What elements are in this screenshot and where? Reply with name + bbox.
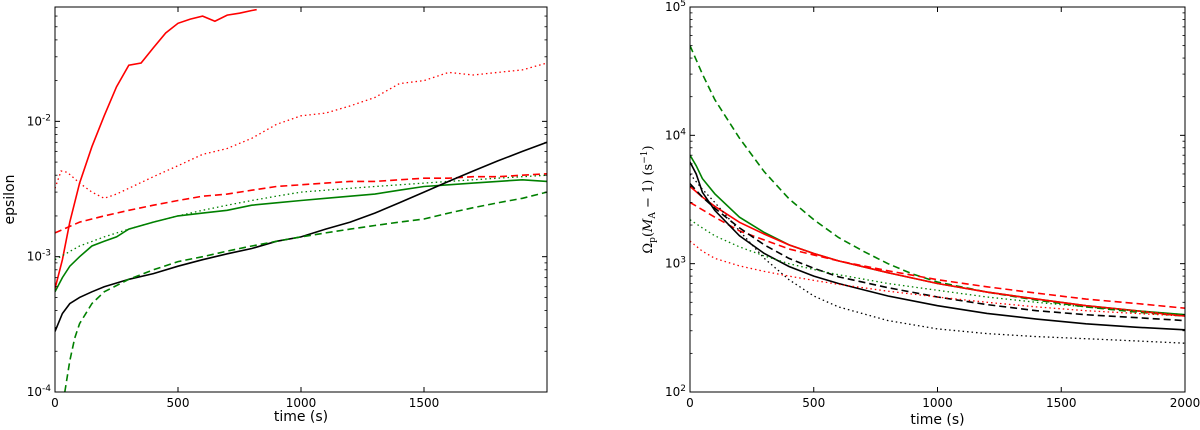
left-series-group (55, 8, 547, 392)
left-x-tick-label: 1000 (286, 396, 317, 410)
left-y-axis-label: epsilon (2, 174, 18, 224)
left-x-axis-label: time (s) (274, 409, 328, 425)
right-y-tick-label: 104 (665, 127, 686, 142)
left-chart: 0 500 1000 1500 10-4 10-3 10-2 time (s) epsilo… (2, 6, 548, 425)
left-x-tick-label: 500 (167, 396, 190, 410)
left-x-tick-label: 1500 (409, 396, 440, 410)
right-series-group (690, 45, 1185, 344)
right-chart: 0 500 1000 1500 2000 102 103 104 105 time (s) Ωp… (640, 0, 1200, 428)
right-y-tick-label: 105 (665, 0, 686, 14)
right-series-6-dotted-line (690, 219, 1185, 316)
left-series-0-solid-line (55, 8, 257, 289)
right-series-4-solid-line (690, 161, 1185, 331)
right-series-3-dashed-line (690, 201, 1185, 309)
left-series-3-dotted-line (55, 174, 547, 261)
right-x-tick-label: 1000 (922, 396, 953, 410)
left-y-tick-label: 10-2 (27, 113, 51, 128)
right-series-8-dotted-line (690, 240, 1185, 317)
right-x-axis-label: time (s) (910, 412, 964, 428)
left-ticks: 0 500 1000 1500 10-4 10-3 10-2 (27, 7, 547, 410)
right-x-tick-label: 0 (686, 396, 694, 410)
left-series-5-solid-line (55, 141, 547, 332)
right-series-0-dashed-line (690, 45, 1185, 317)
right-ticks: 0 500 1000 1500 2000 102 103 104 105 (665, 0, 1200, 410)
right-series-7-dotted-line (690, 173, 1185, 344)
left-series-6-dashed-line (64, 191, 547, 392)
right-x-tick-label: 2000 (1170, 396, 1200, 410)
right-y-axis-label: Ωp(MA − 1) (s−1) (640, 145, 658, 253)
right-x-tick-label: 500 (802, 396, 825, 410)
left-series-1-dotted-line (55, 62, 547, 200)
left-y-tick-label: 10-4 (27, 384, 52, 399)
left-y-tick-label: 10-3 (27, 249, 51, 264)
left-series-4-solid-line (55, 178, 547, 293)
right-series-5-dashed-line (690, 183, 1185, 322)
left-x-tick-label: 0 (51, 396, 59, 410)
right-plot-frame (689, 6, 1186, 393)
right-y-tick-label: 102 (665, 384, 686, 399)
right-y-tick-label: 103 (665, 256, 686, 271)
right-x-tick-label: 1500 (1046, 396, 1077, 410)
